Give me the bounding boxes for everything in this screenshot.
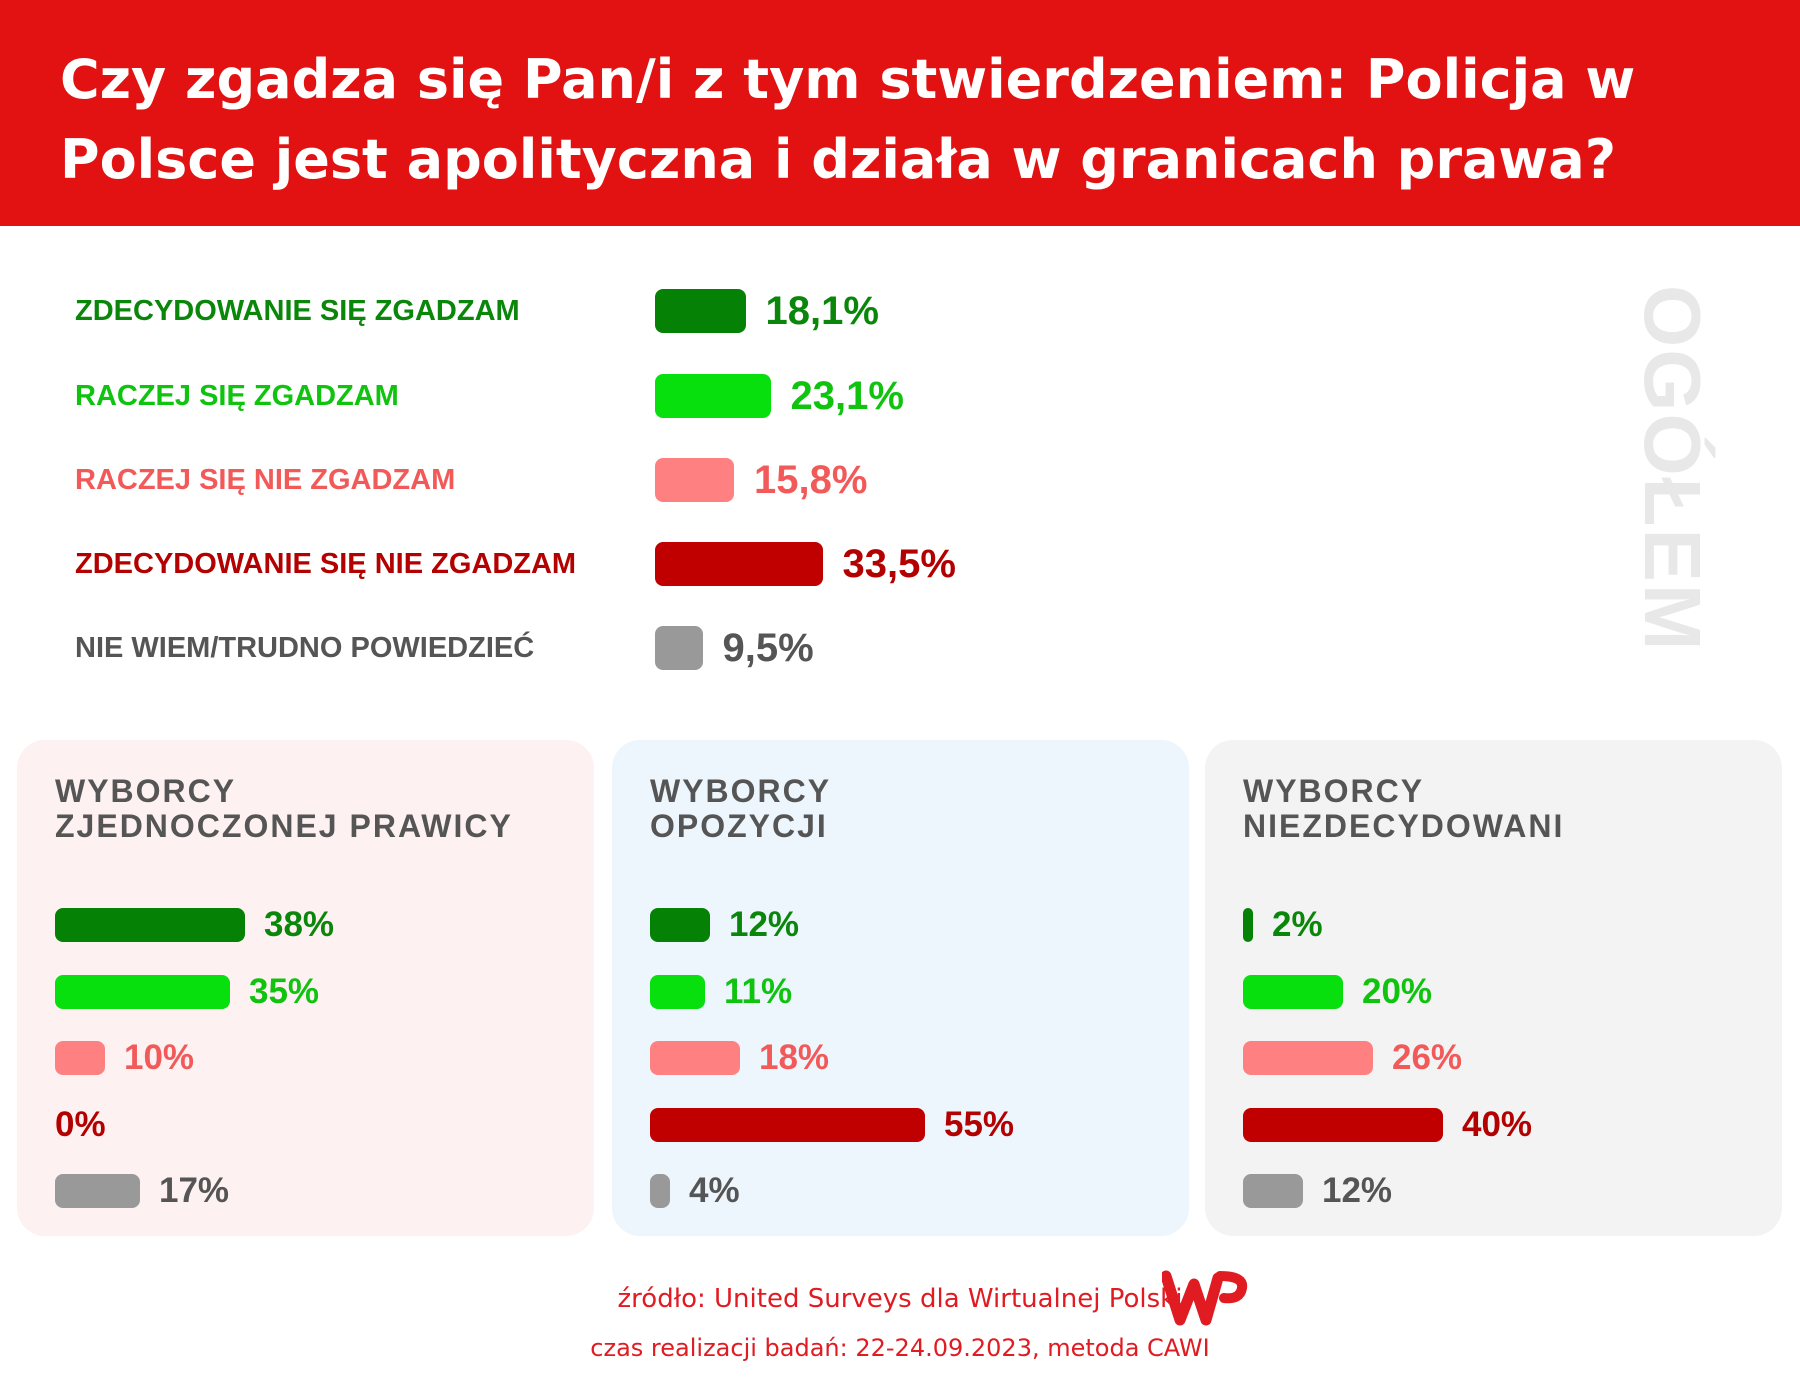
panel-row: 35% — [55, 972, 575, 1011]
panel-row: 11% — [650, 972, 1170, 1011]
panel-bar — [1243, 1174, 1303, 1208]
panel-bar — [55, 975, 230, 1009]
panel-row: 12% — [1243, 1171, 1763, 1210]
panel-value-label: 11% — [724, 972, 793, 1011]
panel-opposition-voters: WYBORCY OPOZYCJI 12% 11% 18% 55% 4% — [612, 740, 1189, 1236]
panel-row: 18% — [650, 1038, 1170, 1077]
overall-value-label: 33,5% — [842, 542, 956, 586]
panel-title: WYBORCY OPOZYCJI — [650, 774, 831, 844]
panel-value-label: 18% — [759, 1038, 830, 1077]
panel-bar — [55, 1041, 105, 1075]
panel-value-label: 12% — [1322, 1171, 1393, 1210]
chart-title: Czy zgadza się Pan/i z tym stwierdzeniem… — [60, 48, 1636, 191]
overall-bar — [655, 626, 703, 670]
panel-title-line: OPOZYCJI — [650, 808, 828, 844]
panel-title: WYBORCY NIEZDECYDOWANI — [1243, 774, 1564, 844]
header-banner: Czy zgadza się Pan/i z tym stwierdzeniem… — [0, 0, 1800, 226]
overall-bar — [655, 458, 734, 502]
panel-title-line: WYBORCY — [55, 773, 237, 809]
panel-row: 40% — [1243, 1105, 1763, 1144]
panel-bar — [650, 1041, 740, 1075]
panel-bar — [650, 1108, 925, 1142]
overall-vertical-label: OGÓŁEM — [1628, 285, 1717, 653]
overall-row: ZDECYDOWANIE SIĘ NIE ZGADZAM 33,5% — [0, 542, 1400, 586]
panel-bar — [55, 1174, 140, 1208]
panel-value-label: 12% — [729, 905, 800, 944]
source-note: źródło: United Surveys dla Wirtualnej Po… — [617, 1284, 1183, 1314]
panel-title-line: WYBORCY — [1243, 773, 1425, 809]
overall-row: RACZEJ SIĘ NIE ZGADZAM 15,8% — [0, 458, 1400, 502]
panel-row: 55% — [650, 1105, 1170, 1144]
category-label: ZDECYDOWANIE SIĘ NIE ZGADZAM — [75, 548, 577, 580]
panel-value-label: 17% — [159, 1171, 230, 1210]
panel-value-label: 55% — [944, 1105, 1015, 1144]
panel-row: 0% — [55, 1105, 575, 1144]
panel-row: 17% — [55, 1171, 575, 1210]
panel-value-label: 40% — [1462, 1105, 1533, 1144]
panel-value-label: 10% — [124, 1038, 195, 1077]
panel-row: 10% — [55, 1038, 575, 1077]
panel-value-label: 2% — [1272, 905, 1323, 944]
panel-bar — [650, 1174, 670, 1208]
panel-bar — [1243, 975, 1343, 1009]
category-label: ZDECYDOWANIE SIĘ ZGADZAM — [75, 295, 520, 327]
panel-title-line: NIEZDECYDOWANI — [1243, 808, 1565, 844]
panel-value-label: 35% — [249, 972, 320, 1011]
panel-title-line: WYBORCY — [650, 773, 832, 809]
overall-value-label: 18,1% — [765, 289, 879, 333]
overall-row: RACZEJ SIĘ ZGADZAM 23,1% — [0, 374, 1400, 418]
panel-bar — [1243, 908, 1253, 942]
wp-logo — [1162, 1270, 1248, 1326]
overall-row: NIE WIEM/TRUDNO POWIEDZIEĆ 9,5% — [0, 626, 1400, 670]
panel-row: 38% — [55, 905, 575, 944]
panel-row: 2% — [1243, 905, 1763, 944]
panel-bar — [1243, 1041, 1373, 1075]
panel-title-line: ZJEDNOCZONEJ PRAWICY — [55, 808, 513, 844]
category-label: NIE WIEM/TRUDNO POWIEDZIEĆ — [75, 632, 535, 664]
panel-bar — [1243, 1108, 1443, 1142]
panel-right-wing-voters: WYBORCY ZJEDNOCZONEJ PRAWICY 38% 35% 10% … — [17, 740, 594, 1236]
category-label: RACZEJ SIĘ ZGADZAM — [75, 380, 399, 412]
panel-value-label: 4% — [689, 1171, 740, 1210]
overall-value-label: 23,1% — [790, 374, 904, 418]
panel-row: 26% — [1243, 1038, 1763, 1077]
overall-row: ZDECYDOWANIE SIĘ ZGADZAM 18,1% — [0, 289, 1400, 333]
panel-row: 20% — [1243, 972, 1763, 1011]
panel-value-label: 0% — [55, 1105, 106, 1144]
panel-bar — [650, 908, 710, 942]
panel-bar — [650, 975, 705, 1009]
panel-value-label: 20% — [1362, 972, 1433, 1011]
method-note: czas realizacji badań: 22-24.09.2023, me… — [590, 1334, 1210, 1362]
panel-bar — [55, 908, 245, 942]
overall-bar — [655, 374, 771, 418]
panel-row: 4% — [650, 1171, 1170, 1210]
panel-title: WYBORCY ZJEDNOCZONEJ PRAWICY — [55, 774, 513, 844]
overall-bar — [655, 542, 823, 586]
overall-value-label: 9,5% — [722, 626, 814, 670]
category-label: RACZEJ SIĘ NIE ZGADZAM — [75, 464, 456, 496]
panel-value-label: 26% — [1392, 1038, 1463, 1077]
overall-bar — [655, 289, 746, 333]
panel-value-label: 38% — [264, 905, 335, 944]
panel-row: 12% — [650, 905, 1170, 944]
panel-undecided-voters: WYBORCY NIEZDECYDOWANI 2% 20% 26% 40% 12% — [1205, 740, 1782, 1236]
overall-value-label: 15,8% — [754, 458, 868, 502]
